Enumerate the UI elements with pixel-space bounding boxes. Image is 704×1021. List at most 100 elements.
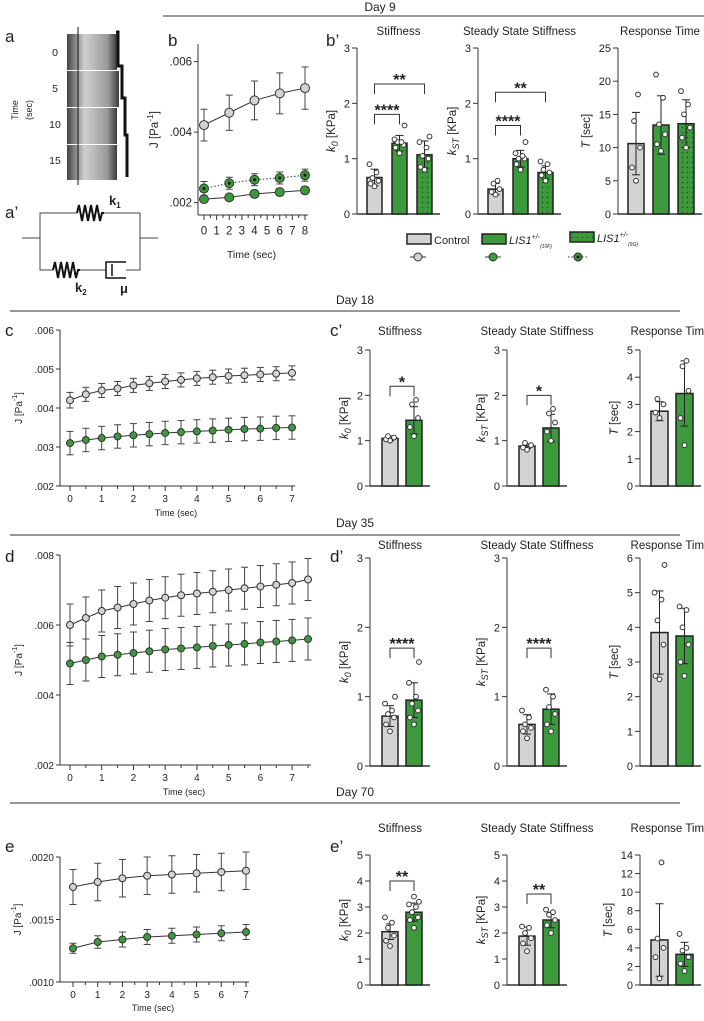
y-axis-label: kST [KPa] [476, 896, 490, 945]
individual-data-point [654, 396, 661, 402]
individual-data-point [519, 923, 525, 930]
y-tick-label: 2 [494, 622, 500, 634]
y-axis-label-text: J [Pa [14, 401, 25, 424]
x-tick-label: 3 [162, 494, 168, 505]
individual-data-point [383, 937, 389, 944]
significance-label: **** [527, 636, 553, 653]
data-point [66, 659, 74, 668]
y-tick-label: .004 [170, 127, 193, 139]
significance-bracket [389, 880, 415, 891]
y-tick-label: 1 [627, 726, 633, 738]
significance-bracket [526, 647, 552, 659]
y-tick-label: .0020 [29, 853, 54, 864]
y-tick-label: 2 [357, 390, 363, 402]
individual-data-point [415, 914, 421, 921]
chart-e: .0010 .0015 .0020 0 1 2 3 4 5 6 7 Time (sec) J [Pa-1… [11, 851, 250, 1013]
individual-data-point [678, 88, 684, 95]
y-tick-label: 1 [494, 954, 500, 966]
y-tick-label: 0 [344, 209, 350, 221]
x-tick-label: 2 [226, 226, 232, 238]
individual-data-point [528, 935, 534, 942]
y-tick-label: 2 [344, 98, 350, 110]
individual-data-point [550, 406, 556, 412]
y-tick-label: 0 [627, 980, 633, 992]
x-tick-label: 7 [289, 773, 295, 784]
chart-d: .002 .004 .006 .008 0 1 2 3 4 5 6 7 Time (sec) J [Pa-… [12, 551, 312, 797]
y-tick-label: .002 [170, 198, 192, 210]
data-point [249, 95, 260, 106]
data-point [143, 933, 152, 941]
individual-data-point [416, 659, 422, 665]
data-point [161, 428, 170, 437]
y-axis-unit: [sec] [581, 114, 593, 141]
y-axis-label: kST [KPa] [447, 107, 461, 156]
y-tick-label: 0 [357, 980, 363, 992]
bar-group-control [381, 693, 399, 767]
chart-b_rt: 0 5 10 15 20 25 Response Time T [sec] [581, 26, 702, 221]
data-point [161, 645, 170, 654]
panel-label-c: c [5, 321, 14, 340]
individual-data-point [658, 859, 665, 866]
y-tick-label: 4 [627, 622, 633, 634]
bar-group-control [650, 396, 669, 487]
individual-data-point [679, 363, 686, 370]
x-tick-label: 2 [120, 990, 126, 1001]
data-point [304, 635, 312, 643]
y-axis-label-text: J [Pa [13, 912, 24, 935]
k2-subscript: 2 [82, 288, 87, 297]
day-header-70: Day 70 [336, 785, 374, 799]
y-tick-label: 1 [465, 154, 471, 166]
significance-label: * [536, 383, 543, 400]
y-axis-symbol: k [447, 148, 459, 155]
y-axis-subscript: 0 [343, 930, 353, 935]
individual-data-point [679, 947, 686, 954]
individual-data-point [419, 153, 426, 159]
x-tick-label: 3 [162, 773, 168, 784]
individual-data-point [662, 131, 668, 138]
x-axis-label: Time (sec) [163, 787, 205, 797]
individual-data-point [679, 624, 686, 631]
y-axis-label: k0 [KPa] [326, 110, 340, 152]
series-10f [199, 185, 310, 205]
y-tick-label: 2 [494, 390, 500, 402]
x-tick-label: 7 [243, 990, 249, 1001]
bar-group-10f [675, 603, 694, 767]
individual-data-point [407, 917, 413, 923]
individual-data-point [411, 924, 417, 931]
individual-data-point [548, 437, 554, 444]
y-tick-label: 1 [627, 454, 633, 466]
individual-data-point [546, 169, 553, 176]
x-tick-label: 1 [95, 990, 101, 1001]
individual-data-point [391, 932, 397, 939]
significance-label: **** [496, 113, 522, 130]
series-10f [69, 924, 250, 954]
significance-bracket [526, 893, 552, 904]
y-axis-unit: [KPa] [447, 107, 459, 138]
individual-data-point [519, 153, 526, 159]
x-tick-label: 6 [258, 773, 264, 784]
individual-data-point [685, 101, 691, 108]
bar-group-10f [652, 71, 670, 215]
y-tick-label: 3 [357, 902, 363, 914]
x-tick-label: 5 [264, 226, 270, 238]
y-tick-label: 10 [621, 887, 633, 899]
y-tick-label: 12 [621, 869, 633, 881]
panel-label-e-prime: e’ [330, 837, 343, 856]
y-tick-label: .0010 [29, 978, 54, 989]
y-tick-label: 2 [494, 928, 500, 940]
individual-data-point [524, 735, 530, 742]
series-control [69, 851, 250, 905]
bar [650, 410, 669, 487]
individual-data-point [389, 707, 395, 714]
series-10f [66, 415, 296, 456]
y-tick-label: 2 [357, 622, 363, 634]
series-line [203, 174, 306, 190]
y-axis-label: kST [KPa] [476, 394, 490, 443]
legend-label-lis1-9g: LIS1+/- (9G) [597, 232, 638, 248]
x-tick-label: 0 [70, 990, 76, 1001]
genotype-sup: +/- [532, 234, 541, 241]
data-point [145, 430, 154, 439]
panel-label-e: e [5, 837, 14, 856]
